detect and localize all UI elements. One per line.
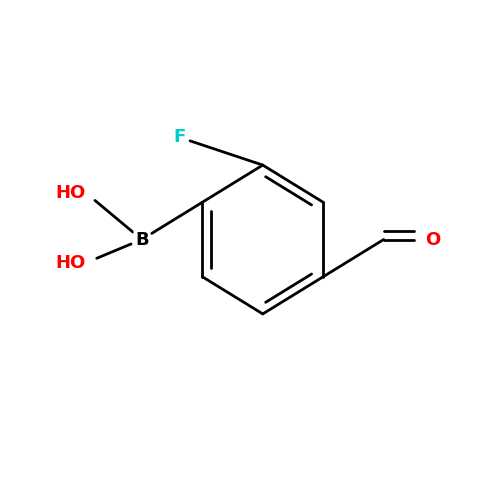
Text: B: B [135, 230, 148, 249]
Text: HO: HO [56, 184, 86, 202]
Text: F: F [173, 128, 185, 146]
Text: O: O [425, 230, 441, 249]
Text: HO: HO [56, 254, 86, 272]
